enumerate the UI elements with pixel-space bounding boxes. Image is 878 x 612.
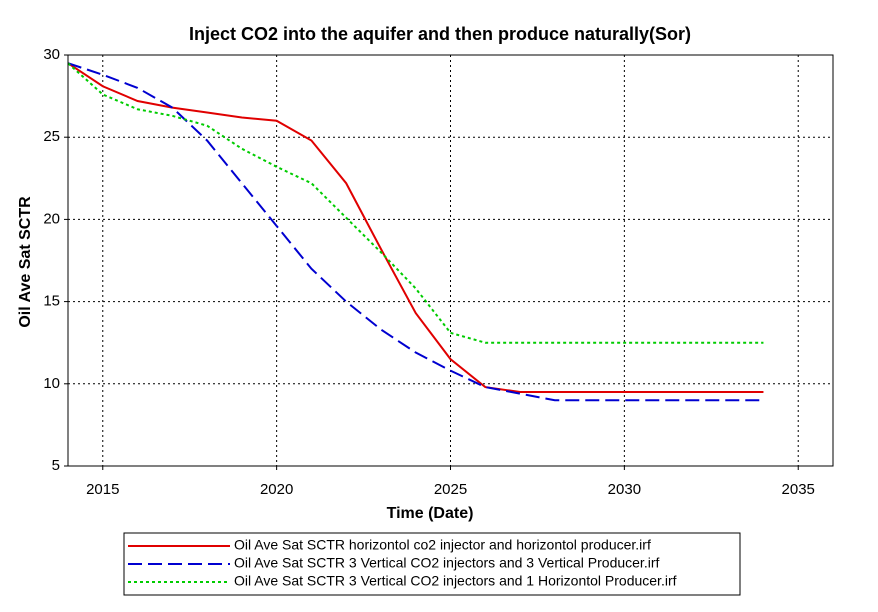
legend-label: Oil Ave Sat SCTR horizontol co2 injector… (234, 537, 651, 553)
y-tick-label: 15 (43, 293, 60, 310)
y-tick-label: 20 (43, 210, 60, 227)
legend-label: Oil Ave Sat SCTR 3 Vertical CO2 injector… (234, 573, 677, 589)
y-tick-label: 30 (43, 46, 60, 63)
lines (67, 62, 764, 402)
x-axis-label: Time (Date) (387, 505, 474, 522)
grid (64, 54, 833, 470)
x-tick-label: 2020 (260, 481, 293, 498)
series-line (67, 62, 764, 344)
plot-frame (67, 54, 834, 467)
legend: Oil Ave Sat SCTR horizontol co2 injector… (128, 537, 677, 589)
series-line (67, 62, 764, 394)
y-axis-label: Oil Ave Sat SCTR (17, 196, 34, 328)
legend-box (123, 532, 741, 596)
y-tick-label: 10 (43, 375, 60, 392)
x-tick-label: 2035 (782, 481, 815, 498)
y-tick-label: 25 (43, 128, 60, 145)
x-tick-label: 2015 (86, 481, 119, 498)
legend-label: Oil Ave Sat SCTR 3 Vertical CO2 injector… (234, 555, 659, 571)
y-tick-label: 5 (52, 457, 60, 474)
series-line (67, 62, 764, 402)
chart-title: Inject CO2 into the aquifer and then pro… (189, 24, 691, 44)
x-tick-label: 2025 (434, 481, 467, 498)
x-tick-label: 2030 (608, 481, 641, 498)
